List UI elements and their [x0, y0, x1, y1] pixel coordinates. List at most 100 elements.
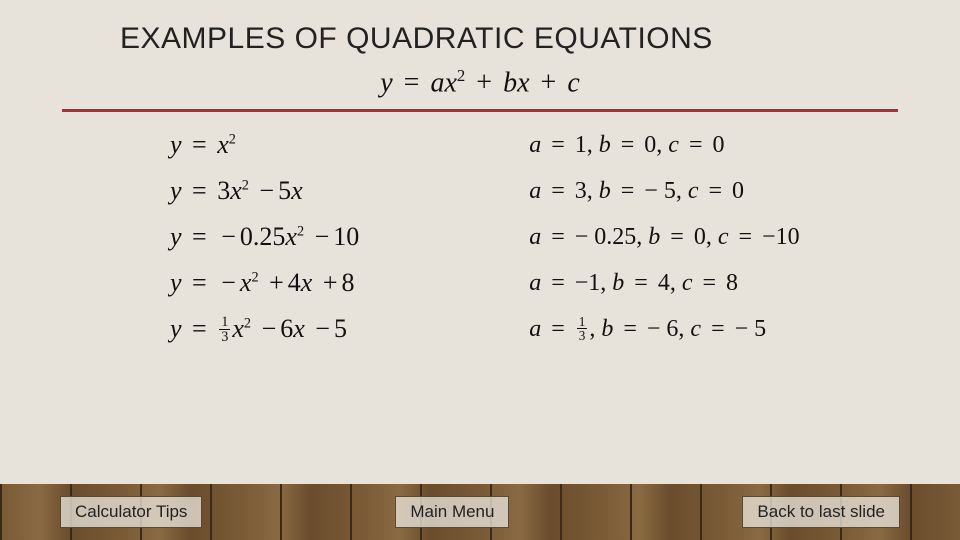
frac-num: 1 [219, 315, 230, 330]
fraction: 13 [219, 315, 230, 345]
a-val: −1 [575, 270, 601, 296]
eq-sign: = [182, 130, 218, 159]
gen-x2: x [517, 67, 529, 98]
page-title: EXAMPLES OF QUADRATIC EQUATIONS [0, 0, 960, 60]
eq-sign: = [541, 224, 575, 250]
gen-a: a [430, 67, 444, 98]
b-var: b [612, 270, 624, 296]
equation-expr: y = −0.25x2 −10 [70, 222, 529, 252]
c-val: 8 [726, 270, 738, 296]
comma: , [678, 316, 690, 342]
eq-sign: = [613, 316, 647, 342]
coef: 4 [288, 268, 301, 297]
gen-y: y [380, 67, 392, 98]
back-to-last-slide-button[interactable]: Back to last slide [742, 496, 900, 528]
c-val: −10 [762, 224, 800, 250]
b-val: − 5 [644, 178, 676, 204]
c-var: c [688, 178, 699, 204]
fraction: 13 [577, 315, 588, 342]
eq-sign: = [541, 178, 575, 204]
eq-sign: = [541, 270, 575, 296]
main-menu-button[interactable]: Main Menu [395, 496, 509, 528]
exp: 2 [297, 224, 304, 240]
coef: 8 [341, 268, 354, 297]
frac-den: 3 [577, 329, 588, 342]
comma: , [670, 270, 682, 296]
op: − [258, 314, 281, 343]
coef: 10 [333, 222, 359, 251]
gen-c: c [567, 67, 579, 98]
eq-sign: = [692, 270, 726, 296]
op: − [311, 314, 334, 343]
coef: 5 [278, 176, 291, 205]
general-equation: y = ax2 + bx + c [0, 60, 960, 109]
op: + [319, 268, 342, 297]
eq-sign: = [541, 316, 575, 342]
eq-sign: = [611, 132, 645, 158]
op: − [217, 222, 240, 251]
op: − [217, 268, 240, 297]
y-var: y [170, 130, 182, 159]
a-val: − 0.25 [575, 224, 637, 250]
a-var: a [529, 178, 541, 204]
equation-expr: y = 3x2 −5x [70, 176, 529, 206]
coef: 5 [334, 314, 347, 343]
equation-expr: y = −x2 +4x +8 [70, 268, 529, 298]
eq-sign: = [679, 132, 713, 158]
equation-expr: y = x2 [70, 130, 529, 160]
comma: , [676, 178, 688, 204]
c-val: 0 [732, 178, 744, 204]
eq-sign: = [701, 316, 735, 342]
slide-container: EXAMPLES OF QUADRATIC EQUATIONS y = ax2 … [0, 0, 960, 540]
comma: , [636, 224, 648, 250]
y-var: y [170, 176, 182, 205]
eq-sign: = [541, 132, 575, 158]
equation-row: y = x2 a = 1, b = 0, c = 0 [70, 130, 890, 160]
comma: , [600, 270, 612, 296]
a-var: a [529, 224, 541, 250]
x-var: x [291, 176, 303, 205]
equation-params: a = 13, b = − 6, c = − 5 [529, 316, 890, 344]
equation-row: y = 13x2 −6x −5 a = 13, b = − 6, c = − 5 [70, 314, 890, 346]
c-var: c [668, 132, 679, 158]
x-var: x [293, 314, 305, 343]
a-val: 1 [575, 132, 587, 158]
eq-sign: = [728, 224, 762, 250]
comma: , [706, 224, 718, 250]
b-var: b [648, 224, 660, 250]
op: + [265, 268, 288, 297]
calculator-tips-button[interactable]: Calculator Tips [60, 496, 202, 528]
x-var: x [285, 222, 297, 251]
c-val: 0 [712, 132, 724, 158]
equation-row: y = −x2 +4x +8 a = −1, b = 4, c = 8 [70, 268, 890, 298]
eq-sign: = [182, 176, 218, 205]
eq-sign: = [182, 268, 218, 297]
coef: 6 [280, 314, 293, 343]
comma: , [587, 132, 599, 158]
c-var: c [718, 224, 729, 250]
y-var: y [170, 222, 182, 251]
comma: , [656, 132, 668, 158]
x-var: x [230, 176, 242, 205]
a-val: 3 [575, 178, 587, 204]
gen-x: x [444, 67, 456, 98]
equation-list: y = x2 a = 1, b = 0, c = 0 y = 3x2 −5x a… [0, 116, 960, 540]
a-var: a [529, 132, 541, 158]
gen-exp: 2 [457, 66, 465, 85]
coef: 3 [217, 176, 230, 205]
eq-sign: = [660, 224, 694, 250]
comma: , [589, 316, 601, 342]
plus-sign: + [472, 67, 496, 98]
eq-sign: = [698, 178, 732, 204]
equation-params: a = −1, b = 4, c = 8 [529, 270, 890, 297]
x-var: x [240, 268, 252, 297]
c-var: c [690, 316, 701, 342]
exp: 2 [251, 270, 258, 286]
a-var: a [529, 316, 541, 342]
eq-sign: = [400, 67, 424, 98]
plus-sign-2: + [537, 67, 561, 98]
equation-params: a = 1, b = 0, c = 0 [529, 132, 890, 159]
frac-den: 3 [219, 330, 230, 344]
b-val: − 6 [647, 316, 679, 342]
b-var: b [599, 178, 611, 204]
